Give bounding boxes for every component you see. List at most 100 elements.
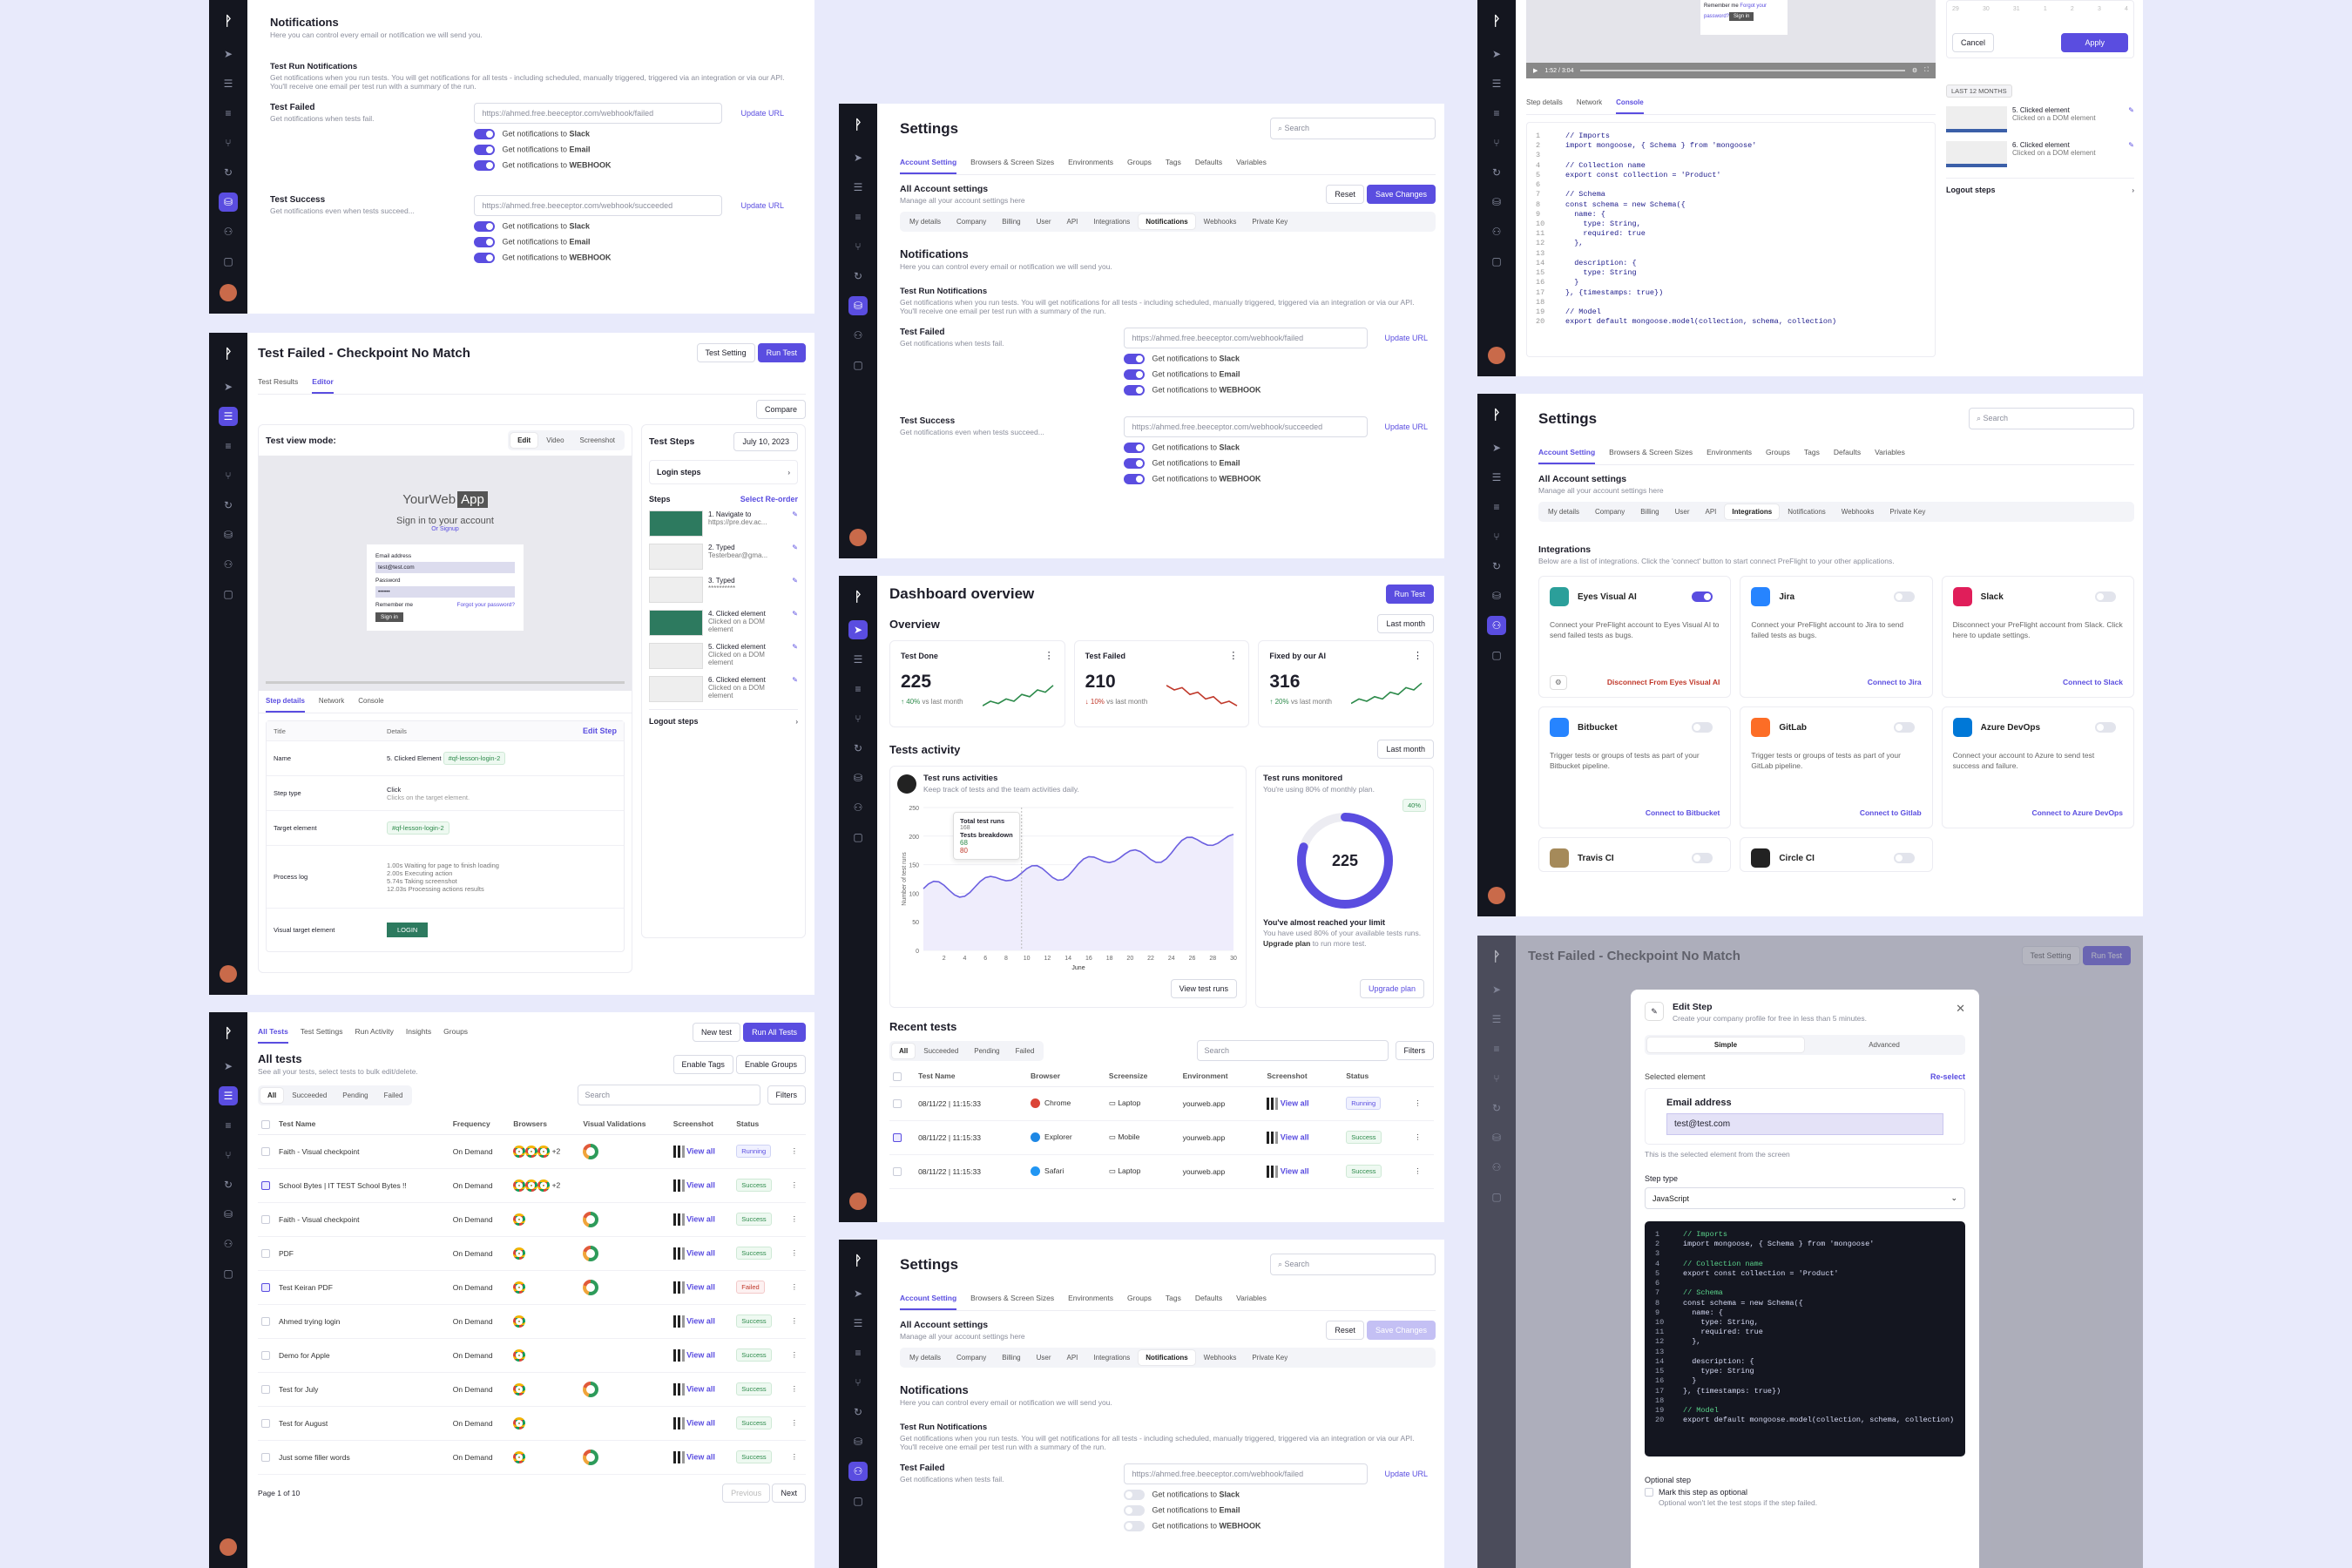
row-checkbox[interactable]	[893, 1167, 902, 1177]
subtab-4[interactable]: API	[1066, 218, 1078, 226]
tab-editor[interactable]: Editor	[312, 371, 334, 394]
test-name[interactable]: Ahmed trying login	[275, 1304, 449, 1339]
table-row[interactable]: School Bytes | IT TEST School Bytes !! On…	[258, 1168, 806, 1203]
refresh-icon[interactable]: ↻	[1491, 166, 1502, 179]
view-runs-button[interactable]: View test runs	[1170, 979, 1237, 998]
toggle-switch[interactable]	[1124, 354, 1146, 364]
row-checkbox[interactable]	[261, 1351, 270, 1361]
mode-video[interactable]: Video	[546, 436, 564, 444]
toggle-switch[interactable]	[1124, 1521, 1146, 1531]
subtab-8[interactable]: Private Key	[1252, 1354, 1288, 1362]
integration-action[interactable]: Connect to Jira	[1867, 678, 1922, 686]
settings-icon[interactable]: ⚙	[1550, 675, 1567, 690]
database-icon[interactable]: ⛁	[223, 529, 233, 541]
row-checkbox[interactable]	[893, 1133, 902, 1143]
subtab-1[interactable]: Company	[1595, 508, 1625, 516]
subtab-2[interactable]: Billing	[1640, 508, 1659, 516]
optional-checkbox[interactable]	[1645, 1488, 1653, 1497]
tab-settings-2[interactable]: Environments	[1068, 158, 1114, 166]
step-item[interactable]: 5. Clicked element Clicked on a DOM eleme…	[1946, 106, 2134, 132]
tab-test-results[interactable]: Test Results	[258, 377, 299, 386]
test-name[interactable]: Test for August	[275, 1406, 449, 1441]
integration-toggle[interactable]	[2094, 591, 2116, 602]
logo-icon[interactable]: ᚹ	[854, 590, 862, 605]
box-icon[interactable]: ▢	[1491, 255, 1502, 267]
test-name[interactable]: Demo for Apple	[275, 1338, 449, 1373]
toggle-switch[interactable]	[474, 221, 496, 232]
toggle-switch[interactable]	[1124, 369, 1146, 380]
integration-action[interactable]: Connect to Azure DevOps	[2031, 808, 2123, 817]
view-all-link[interactable]: View all	[686, 1180, 715, 1189]
enable-groups-button[interactable]: Enable Groups	[735, 1054, 806, 1074]
list-icon[interactable]: ☰	[223, 78, 233, 90]
tab-settings-0[interactable]: Account Setting	[1538, 442, 1596, 464]
select-all-checkbox[interactable]	[261, 1119, 270, 1129]
toggle-switch[interactable]	[474, 237, 496, 247]
filters-button[interactable]: Filters	[767, 1085, 806, 1105]
tab-settings-6[interactable]: Variables	[1875, 448, 1905, 456]
search-input[interactable]: Search	[577, 1085, 760, 1105]
people-icon[interactable]: ⚇	[848, 1462, 868, 1481]
tree-icon[interactable]: ≡	[855, 683, 862, 695]
tab-settings-3[interactable]: Groups	[1766, 448, 1790, 456]
tab-4[interactable]: Groups	[443, 1027, 469, 1036]
mode-screenshot[interactable]: Screenshot	[579, 436, 615, 444]
run-test-button[interactable]: Run Test	[757, 343, 806, 362]
more-icon[interactable]: ⋮	[787, 1168, 806, 1203]
refresh-icon[interactable]: ↻	[853, 742, 863, 754]
tab-settings-1[interactable]: Browsers & Screen Sizes	[970, 158, 1055, 166]
view-all-link[interactable]: View all	[686, 1350, 715, 1359]
hierarchy-icon[interactable]: ⑂	[1493, 137, 1500, 149]
people-icon[interactable]: ⚇	[223, 1238, 233, 1250]
database-icon[interactable]: ⛁	[1491, 590, 1502, 602]
row-checkbox[interactable]	[261, 1283, 270, 1293]
reorder-link[interactable]: Re-order	[765, 495, 798, 504]
list-icon[interactable]: ☰	[219, 1086, 238, 1105]
pointer-icon[interactable]: ➤	[848, 620, 868, 639]
view-all-link[interactable]: View all	[686, 1452, 715, 1461]
filter-3[interactable]: Failed	[1015, 1046, 1035, 1055]
database-icon[interactable]: ⛁	[853, 1436, 863, 1448]
hierarchy-icon[interactable]: ⑂	[855, 240, 862, 253]
table-row[interactable]: PDF On Demand View all Success ⋮	[258, 1236, 806, 1271]
logo-icon[interactable]: ᚹ	[854, 1254, 862, 1268]
tab-settings-4[interactable]: Tags	[1165, 158, 1181, 166]
test-name[interactable]: Faith - Visual checkpoint	[275, 1134, 449, 1169]
run-all-button[interactable]: Run All Tests	[743, 1023, 806, 1042]
toggle-switch[interactable]	[1124, 474, 1146, 484]
select-link[interactable]: Select	[740, 495, 764, 504]
avatar[interactable]	[1488, 887, 1505, 904]
test-name[interactable]: Test for July	[275, 1372, 449, 1407]
box-icon[interactable]: ▢	[853, 831, 863, 843]
subtab-0[interactable]: My details	[1548, 508, 1580, 516]
tab-step-details[interactable]: Step details	[266, 691, 305, 713]
tab-settings-5[interactable]: Defaults	[1194, 158, 1223, 166]
table-row[interactable]: Faith - Visual checkpoint On Demand +2 Vi…	[258, 1134, 806, 1169]
test-name[interactable]: Test Keiran PDF	[275, 1270, 449, 1305]
integration-toggle[interactable]	[1692, 722, 1713, 733]
tree-icon[interactable]: ≡	[855, 211, 862, 223]
pointer-icon[interactable]: ➤	[223, 1060, 233, 1072]
subtab-3[interactable]: User	[1036, 1354, 1051, 1362]
avatar[interactable]	[220, 965, 237, 983]
integration-action[interactable]: Connect to Bitbucket	[1645, 808, 1720, 817]
edit-icon[interactable]: ✎	[792, 544, 798, 551]
subtab-4[interactable]: API	[1066, 1354, 1078, 1362]
tab-network[interactable]: Network	[1576, 98, 1603, 106]
limit-link[interactable]: Upgrade plan	[1263, 939, 1311, 948]
calendar-day[interactable]: 1	[2043, 6, 2047, 12]
pointer-icon[interactable]: ➤	[853, 152, 863, 164]
tab-settings-5[interactable]: Defaults	[1194, 1294, 1223, 1302]
pointer-icon[interactable]: ➤	[1491, 442, 1502, 454]
view-all-link[interactable]: View all	[1280, 1098, 1309, 1107]
forgot-link[interactable]: Forgot your password?	[456, 602, 515, 608]
tree-icon[interactable]: ≡	[225, 107, 232, 119]
row-checkbox[interactable]	[261, 1181, 270, 1191]
avatar[interactable]	[220, 284, 237, 301]
tab-2[interactable]: Run Activity	[355, 1027, 394, 1036]
next-button[interactable]: Next	[772, 1483, 806, 1503]
remember-me[interactable]: Remember me	[375, 602, 413, 608]
calendar-day[interactable]: 29	[1952, 6, 1959, 12]
more-icon[interactable]: ⋮	[787, 1270, 806, 1305]
tab-3[interactable]: Insights	[405, 1027, 432, 1036]
